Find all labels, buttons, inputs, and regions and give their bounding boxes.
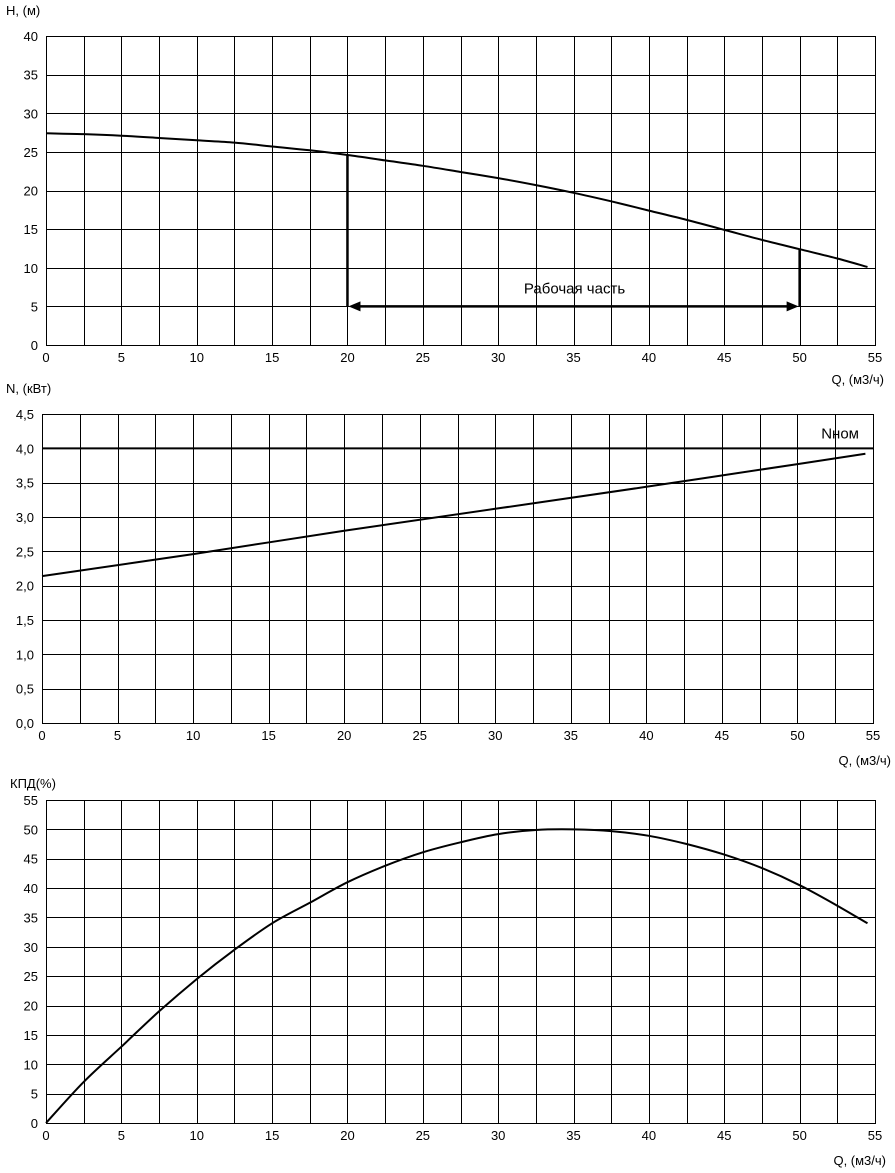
head-x-tick-label: 15	[265, 350, 279, 365]
head-x-tick-label: 25	[416, 350, 430, 365]
efficiency-marks	[45, 828, 868, 1124]
head-y-tick-label: 20	[24, 184, 38, 199]
power-marks: Nном	[41, 425, 873, 578]
power-y-tick-label: 0,5	[16, 682, 34, 697]
head-x-tick-label: 10	[189, 350, 203, 365]
head-y-tick-label: 40	[24, 29, 38, 44]
power-x-tick-label: 40	[639, 728, 653, 743]
head-y-tick-label: 5	[31, 299, 38, 314]
head-y-tick-label: 15	[24, 222, 38, 237]
power-y-tick-label: 1,5	[16, 613, 34, 628]
working-range-label: Рабочая часть	[524, 280, 625, 297]
power-plot-frame	[42, 414, 874, 724]
power-y-tick-label: 4,5	[16, 407, 34, 422]
head-y-axis-label: H, (м)	[6, 3, 40, 18]
power-series-line	[41, 452, 866, 578]
efficiency-y-tick-label: 10	[24, 1057, 38, 1072]
power-y-tick-label: 3,0	[16, 510, 34, 525]
head-x-axis-label: Q, (м3/ч)	[831, 372, 884, 387]
head-chart: 0 5 10 15 20 25 30 35 40 45 50 55 0 5 10 15 20 25 30 35 40 H…	[6, 3, 884, 387]
efficiency-y-tick-label: 30	[24, 940, 38, 955]
efficiency-x-tick-label: 50	[792, 1128, 806, 1143]
head-grid	[46, 36, 876, 346]
efficiency-x-tick-label: 10	[189, 1128, 203, 1143]
power-x-tick-label: 55	[866, 728, 880, 743]
efficiency-x-tick-label: 45	[717, 1128, 731, 1143]
efficiency-y-tick-label: 55	[24, 793, 38, 808]
power-x-tick-label: 0	[38, 728, 45, 743]
efficiency-y-tick-label: 15	[24, 1028, 38, 1043]
power-y-axis-label: N, (кВт)	[6, 381, 51, 396]
head-x-tick-label: 35	[566, 350, 580, 365]
power-chart: 0 5 10 15 20 25 30 35 40 45 50 55 0,0 0,5 1,0 1,5 2,0 2,5…	[6, 381, 891, 768]
efficiency-plot-frame	[46, 800, 876, 1124]
power-x-tick-label: 35	[564, 728, 578, 743]
power-y-tick-label: 2,0	[16, 579, 34, 594]
efficiency-x-tick-label: 55	[868, 1128, 882, 1143]
efficiency-x-tick-label: 20	[340, 1128, 354, 1143]
power-y-tick-label: 1,0	[16, 647, 34, 662]
efficiency-y-tick-label: 25	[24, 969, 38, 984]
efficiency-grid	[46, 800, 876, 1124]
head-x-tick-label: 20	[340, 350, 354, 365]
efficiency-x-axis-label: Q, (м3/ч)	[833, 1153, 886, 1168]
efficiency-y-axis-label: КПД(%)	[10, 776, 56, 791]
efficiency-y-tick-label: 35	[24, 910, 38, 925]
head-y-tick-label: 0	[31, 338, 38, 353]
efficiency-y-tick-label: 5	[31, 1087, 38, 1102]
head-y-tick-label: 10	[24, 261, 38, 276]
head-plot-frame	[46, 36, 876, 346]
head-x-tick-label: 0	[42, 350, 49, 365]
head-x-tick-label: 30	[491, 350, 505, 365]
head-x-tick-label: 50	[792, 350, 806, 365]
head-y-tick-label: 25	[24, 145, 38, 160]
efficiency-x-tick-label: 30	[491, 1128, 505, 1143]
power-ticks: 0 5 10 15 20 25 30 35 40 45 50 55 0,0 0,5 1,0 1,5 2,0 2,5…	[16, 407, 880, 743]
head-y-tick-label: 30	[24, 106, 38, 121]
head-x-tick-label: 45	[717, 350, 731, 365]
power-grid	[42, 414, 874, 724]
efficiency-y-tick-label: 20	[24, 999, 38, 1014]
efficiency-y-tick-label: 40	[24, 881, 38, 896]
efficiency-x-tick-label: 25	[416, 1128, 430, 1143]
head-x-tick-label: 5	[118, 350, 125, 365]
head-marks: Рабочая часть	[45, 132, 868, 312]
efficiency-x-tick-label: 5	[118, 1128, 125, 1143]
power-x-tick-label: 10	[186, 728, 200, 743]
efficiency-ticks: 0 5 10 15 20 25 30 35 40 45 50 55 0 5 10 15 20 25 30 35 40 45…	[24, 793, 883, 1143]
efficiency-x-tick-label: 35	[566, 1128, 580, 1143]
efficiency-x-tick-label: 40	[642, 1128, 656, 1143]
efficiency-x-tick-label: 0	[42, 1128, 49, 1143]
power-x-tick-label: 45	[715, 728, 729, 743]
power-y-tick-label: 3,5	[16, 476, 34, 491]
head-series-line	[45, 132, 868, 268]
head-y-tick-label: 35	[24, 68, 38, 83]
efficiency-y-tick-label: 0	[31, 1116, 38, 1131]
power-x-tick-label: 25	[412, 728, 426, 743]
efficiency-chart: 0 5 10 15 20 25 30 35 40 45 50 55 0 5 10 15 20 25 30 35 40 45…	[10, 776, 886, 1168]
power-x-tick-label: 15	[261, 728, 275, 743]
head-x-tick-label: 40	[642, 350, 656, 365]
power-x-tick-label: 30	[488, 728, 502, 743]
head-x-tick-label: 55	[868, 350, 882, 365]
head-ticks: 0 5 10 15 20 25 30 35 40 45 50 55 0 5 10 15 20 25 30 35 40	[24, 29, 883, 365]
nominal-power-label: Nном	[821, 425, 859, 442]
power-x-tick-label: 5	[114, 728, 121, 743]
power-y-tick-label: 2,5	[16, 544, 34, 559]
efficiency-y-tick-label: 45	[24, 852, 38, 867]
power-y-tick-label: 0,0	[16, 716, 34, 731]
efficiency-x-tick-label: 15	[265, 1128, 279, 1143]
efficiency-y-tick-label: 50	[24, 822, 38, 837]
working-range-arrowhead-right	[786, 301, 799, 312]
power-y-tick-label: 4,0	[16, 441, 34, 456]
working-range-arrowhead-left	[348, 301, 361, 312]
power-x-axis-label: Q, (м3/ч)	[838, 753, 891, 768]
power-x-tick-label: 50	[790, 728, 804, 743]
power-x-tick-label: 20	[337, 728, 351, 743]
efficiency-series-line	[45, 828, 868, 1124]
